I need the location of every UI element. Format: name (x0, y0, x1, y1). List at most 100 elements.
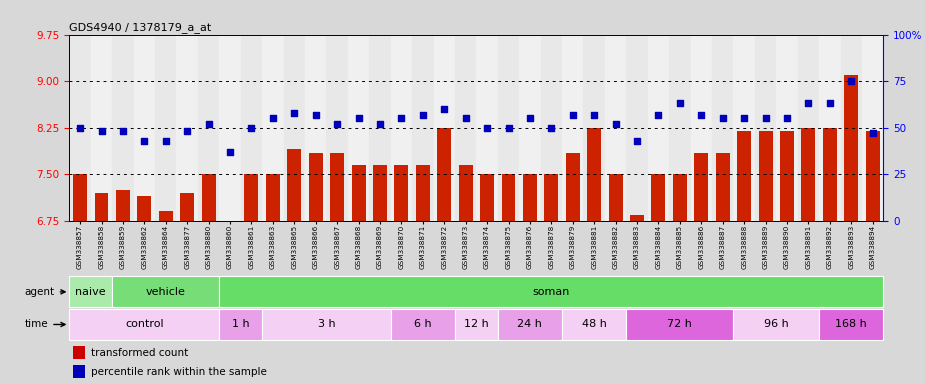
Bar (438, 128, 451, 221)
Point (586, 112, 601, 118)
Point (437, 106, 451, 112)
Point (373, 121, 388, 127)
Point (844, 78, 858, 84)
Point (523, 115, 537, 121)
Bar (262, 309, 390, 340)
Bar (94, 193, 108, 221)
Bar (716, 152, 730, 221)
Text: 72 h: 72 h (668, 319, 692, 329)
Point (352, 115, 366, 121)
Bar (841, 35, 862, 221)
Bar (262, 35, 284, 221)
Bar (823, 128, 837, 221)
Text: soman: soman (533, 287, 570, 297)
Bar (219, 276, 883, 307)
Bar (155, 35, 177, 221)
Point (609, 121, 623, 127)
Bar (73, 346, 84, 359)
Point (672, 100, 687, 106)
Bar (626, 35, 647, 221)
Bar (219, 309, 262, 340)
Bar (305, 35, 327, 221)
Point (715, 115, 730, 121)
Bar (605, 35, 626, 221)
Bar (755, 35, 776, 221)
Point (480, 125, 495, 131)
Point (329, 121, 344, 127)
Bar (609, 174, 623, 221)
Text: vehicle: vehicle (146, 287, 186, 297)
Bar (501, 174, 515, 221)
Text: time: time (25, 319, 65, 329)
Bar (734, 35, 755, 221)
Text: 96 h: 96 h (764, 319, 789, 329)
Point (394, 115, 409, 121)
Point (287, 110, 302, 116)
Text: percentile rank within the sample: percentile rank within the sample (92, 367, 267, 377)
Bar (69, 276, 112, 307)
Point (73, 125, 88, 131)
Bar (330, 152, 344, 221)
Bar (519, 35, 540, 221)
Bar (695, 152, 709, 221)
Bar (801, 128, 815, 221)
Bar (180, 193, 194, 221)
Bar (73, 365, 84, 378)
Bar (820, 35, 841, 221)
Point (308, 112, 323, 118)
Point (780, 115, 795, 121)
Bar (780, 131, 794, 221)
Point (158, 137, 173, 144)
Text: 168 h: 168 h (835, 319, 867, 329)
Bar (498, 35, 519, 221)
Bar (116, 190, 130, 221)
Bar (91, 35, 112, 221)
Bar (476, 35, 498, 221)
Bar (244, 174, 258, 221)
Bar (540, 35, 562, 221)
Bar (545, 174, 559, 221)
Point (223, 149, 238, 155)
Bar (758, 131, 772, 221)
Bar (265, 174, 280, 221)
Bar (288, 149, 302, 221)
Bar (202, 174, 216, 221)
Bar (369, 35, 390, 221)
Text: 48 h: 48 h (582, 319, 607, 329)
Bar (348, 35, 369, 221)
Text: 1 h: 1 h (232, 319, 250, 329)
Bar (416, 165, 430, 221)
Bar (223, 221, 237, 227)
Bar (138, 196, 152, 221)
Bar (566, 152, 580, 221)
Bar (284, 35, 305, 221)
Bar (648, 35, 669, 221)
Bar (73, 174, 87, 221)
Point (865, 130, 880, 136)
Bar (390, 35, 413, 221)
Text: transformed count: transformed count (92, 348, 189, 358)
Bar (459, 165, 473, 221)
Bar (651, 174, 665, 221)
Bar (198, 35, 219, 221)
Bar (159, 212, 173, 221)
Bar (219, 35, 240, 221)
Bar (69, 35, 91, 221)
Bar (672, 174, 687, 221)
Point (458, 115, 473, 121)
Bar (455, 35, 476, 221)
Bar (866, 131, 880, 221)
Text: 24 h: 24 h (517, 319, 542, 329)
Bar (112, 35, 133, 221)
Point (694, 112, 709, 118)
Bar (626, 309, 734, 340)
Bar (498, 309, 562, 340)
Point (651, 112, 666, 118)
Point (822, 100, 837, 106)
Point (415, 112, 430, 118)
Text: 12 h: 12 h (464, 319, 488, 329)
Text: GDS4940 / 1378179_a_at: GDS4940 / 1378179_a_at (69, 22, 212, 33)
Point (116, 128, 130, 134)
Bar (177, 35, 198, 221)
Bar (240, 35, 262, 221)
